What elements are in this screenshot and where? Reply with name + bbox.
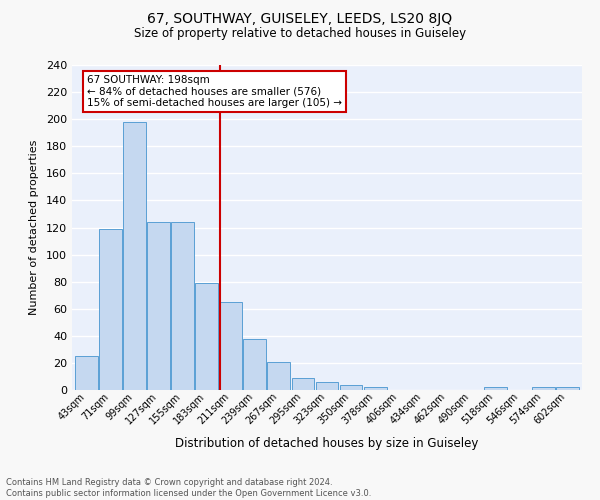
Bar [532, 388, 555, 390]
Bar [171, 222, 194, 390]
Bar [484, 388, 507, 390]
Bar [556, 388, 579, 390]
Text: Contains HM Land Registry data © Crown copyright and database right 2024.
Contai: Contains HM Land Registry data © Crown c… [6, 478, 371, 498]
Bar [123, 122, 146, 390]
Bar [364, 388, 386, 390]
Y-axis label: Number of detached properties: Number of detached properties [29, 140, 39, 315]
Bar [195, 283, 218, 390]
Bar [316, 382, 338, 390]
Text: 67 SOUTHWAY: 198sqm
← 84% of detached houses are smaller (576)
15% of semi-detac: 67 SOUTHWAY: 198sqm ← 84% of detached ho… [88, 74, 342, 108]
X-axis label: Distribution of detached houses by size in Guiseley: Distribution of detached houses by size … [175, 438, 479, 450]
Bar [220, 302, 242, 390]
Bar [244, 338, 266, 390]
Bar [268, 362, 290, 390]
Bar [147, 222, 170, 390]
Bar [99, 229, 122, 390]
Text: Size of property relative to detached houses in Guiseley: Size of property relative to detached ho… [134, 28, 466, 40]
Bar [340, 384, 362, 390]
Text: 67, SOUTHWAY, GUISELEY, LEEDS, LS20 8JQ: 67, SOUTHWAY, GUISELEY, LEEDS, LS20 8JQ [148, 12, 452, 26]
Bar [75, 356, 98, 390]
Bar [292, 378, 314, 390]
